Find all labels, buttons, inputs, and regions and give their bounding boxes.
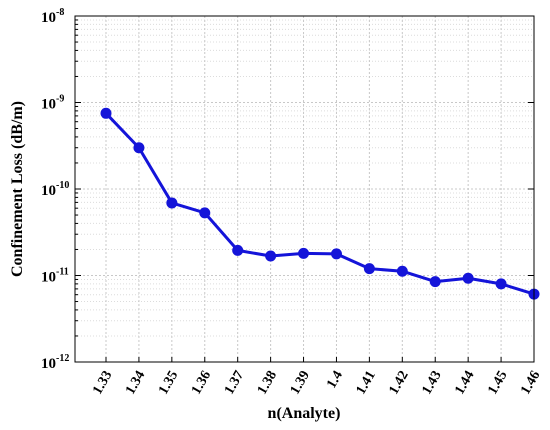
y-tick-exponent: -12 (56, 353, 69, 364)
data-point (330, 248, 342, 260)
data-point (133, 142, 145, 154)
x-tick-label: 1.33 (90, 369, 115, 398)
plot-frame (74, 15, 535, 363)
y-tick-label: 10-12 (41, 353, 69, 372)
data-point (298, 247, 310, 259)
data-point (199, 207, 211, 219)
y-tick-exponent: -11 (56, 267, 69, 278)
series-layer (100, 107, 540, 300)
x-tick-label: 1.36 (189, 369, 214, 398)
y-tick-exponent: -9 (56, 94, 64, 105)
y-tick-label: 10-8 (41, 7, 64, 26)
x-tick-label: 1.37 (222, 369, 247, 398)
grid-lines (75, 16, 535, 362)
data-point (429, 276, 441, 288)
y-tick-label: 10-11 (41, 267, 69, 286)
x-axis-label: n(Analyte) (268, 405, 341, 422)
x-tick-label: 1.39 (288, 369, 313, 398)
y-tick-exponent: -10 (56, 180, 69, 191)
x-tick-label: 1.42 (387, 369, 412, 398)
x-tick-label: 1.38 (255, 369, 280, 398)
x-tick-label: 1.41 (354, 369, 379, 398)
y-tick-label: 10-9 (41, 94, 64, 113)
data-point (232, 244, 244, 256)
x-tick-label: 1.45 (485, 369, 510, 398)
data-point (265, 250, 277, 262)
x-tick-label: 1.34 (123, 369, 148, 398)
x-tick-label: 1.4 (324, 369, 346, 392)
data-point (495, 278, 507, 290)
x-tick-label: 1.44 (452, 369, 477, 398)
series-line (104, 112, 535, 296)
x-tick-label: 1.43 (419, 369, 444, 398)
x-tick-label: 1.46 (518, 369, 543, 398)
y-tick-base: 10 (41, 10, 56, 26)
x-tick-labels: 1.33 1.34 1.35 1.36 1.37 1.38 1.39 1.4 1.41 1.42 1… (90, 369, 543, 398)
y-tick-label: 10-10 (41, 180, 69, 199)
data-point (462, 272, 474, 284)
data-point (100, 107, 112, 119)
y-tick-base: 10 (41, 270, 56, 286)
data-point (396, 265, 408, 277)
y-tick-base: 10 (41, 97, 56, 113)
data-point (363, 263, 375, 275)
data-point (166, 197, 178, 209)
y-tick-base: 10 (41, 356, 56, 372)
y-tick-exponent: -8 (56, 7, 64, 18)
x-tick-label: 1.35 (156, 369, 181, 398)
y-axis-label: Confinement Loss (dB/m) (9, 101, 26, 277)
y-tick-base: 10 (41, 183, 56, 199)
